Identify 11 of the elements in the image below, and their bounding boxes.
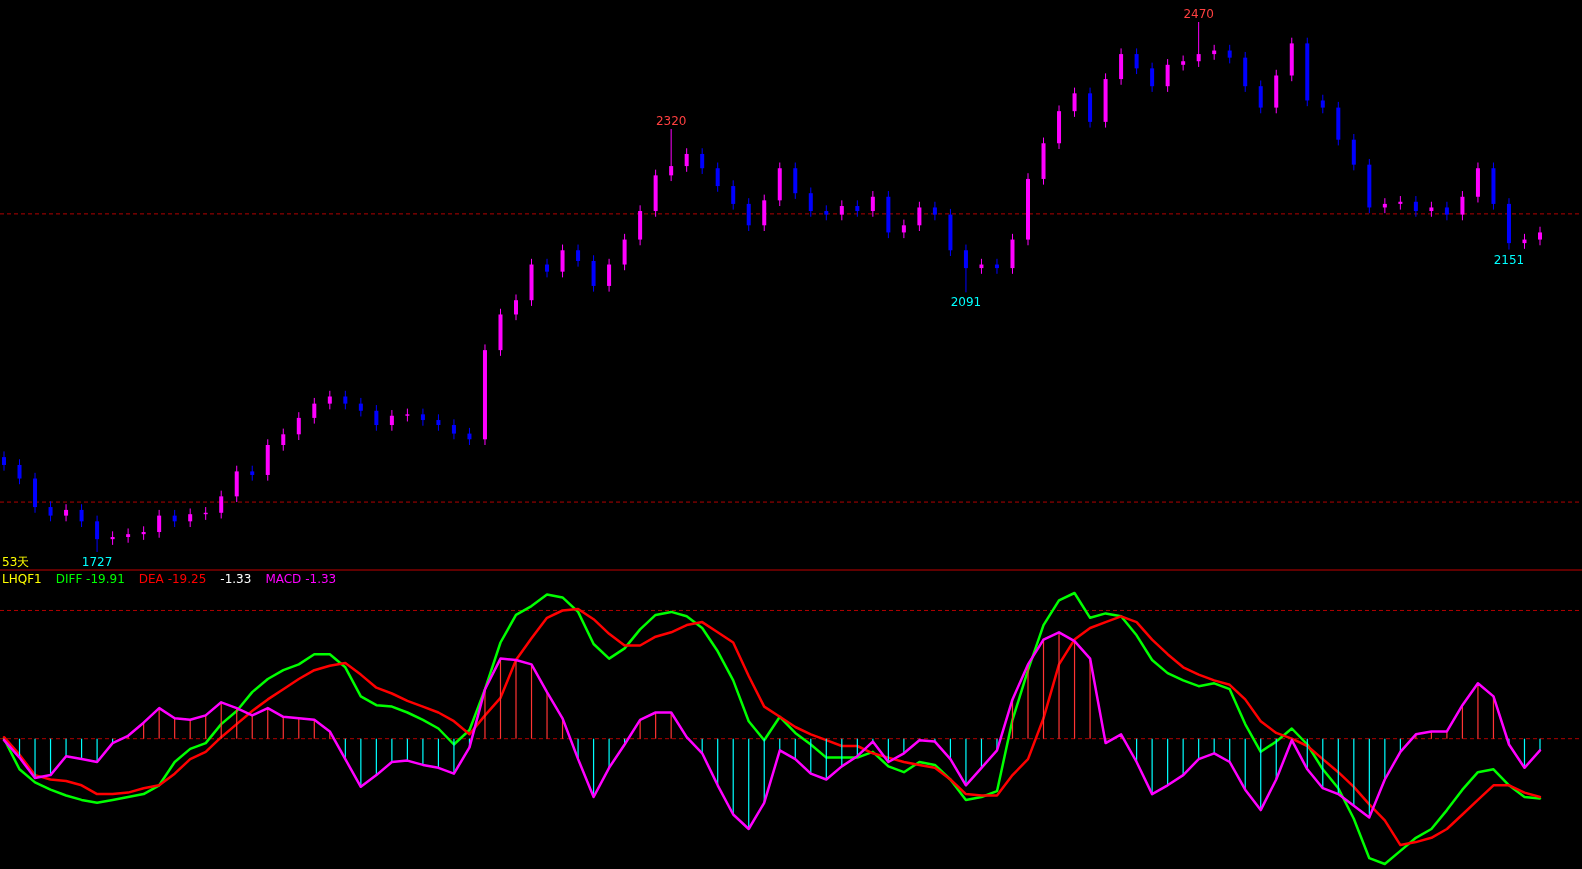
annotation: 2470 — [1183, 7, 1214, 21]
text: 53天 — [2, 555, 30, 569]
annotation: 1727 — [81, 555, 113, 569]
annotation: 2151 — [1493, 252, 1525, 267]
text: -1.33 — [220, 572, 252, 586]
chart-title: LHQF1 — [2, 572, 42, 586]
text: MACD -1.33 — [265, 572, 337, 586]
annotation: 2320 — [655, 114, 687, 128]
text: DEA -19.25 — [138, 572, 207, 586]
text: DIFF -19.91 — [55, 572, 125, 586]
annotation: 2091 — [950, 295, 982, 310]
